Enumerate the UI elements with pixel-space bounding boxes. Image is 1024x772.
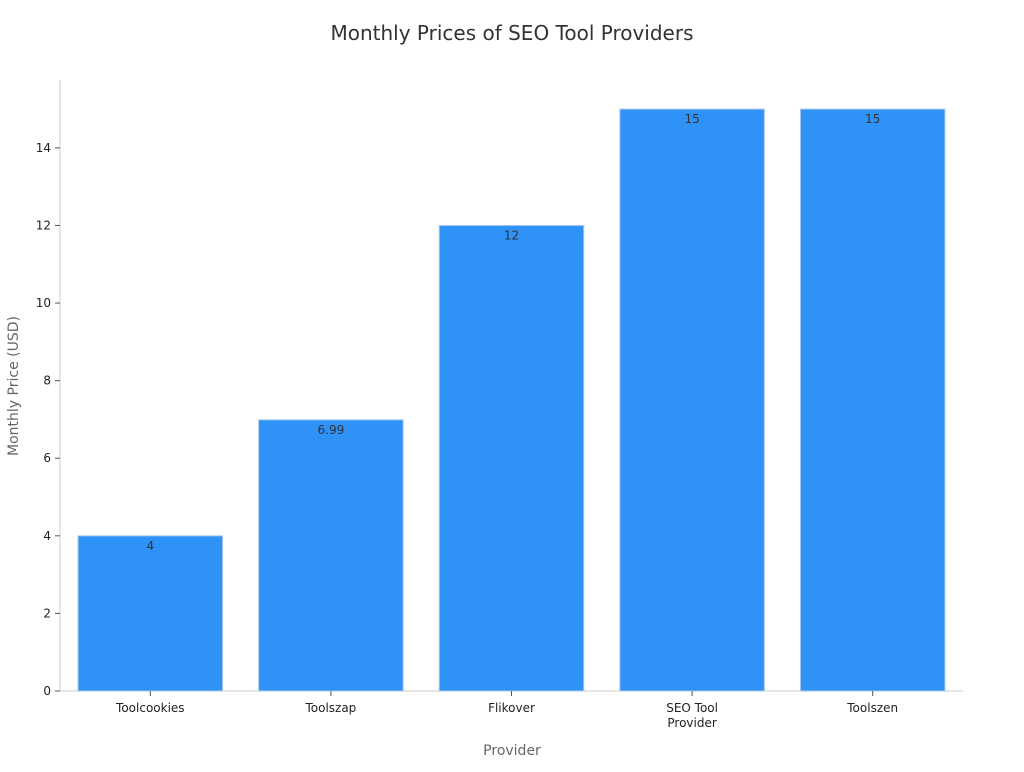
bar xyxy=(799,108,946,692)
y-tick-label: 6 xyxy=(43,451,51,465)
data-label: 15 xyxy=(684,112,699,126)
y-tick-label: 4 xyxy=(43,529,51,543)
bar xyxy=(77,535,224,692)
x-tick-label: Flikover xyxy=(488,701,535,715)
y-tick-label: 14 xyxy=(36,141,51,155)
x-tick-label: Provider xyxy=(667,716,716,730)
y-tick-label: 8 xyxy=(43,374,51,388)
plot-area: 0 2 4 6 8 10 12 14 4 Toolcookies 6.99 Toolszap 12 Fli… xyxy=(36,80,963,730)
data-label: 6.99 xyxy=(318,423,345,437)
y-tick-label: 2 xyxy=(43,606,51,620)
x-axis-label: Provider xyxy=(483,743,541,759)
bar xyxy=(438,224,585,692)
bar xyxy=(619,108,765,692)
y-tick-label: 10 xyxy=(36,296,51,310)
x-tick-label: Toolszap xyxy=(304,701,356,715)
y-tick-label: 12 xyxy=(36,218,51,232)
x-tick-label: Toolszen xyxy=(846,701,898,715)
bar xyxy=(258,419,404,692)
x-tick-label: Toolcookies xyxy=(115,701,185,715)
data-label: 4 xyxy=(146,539,154,553)
y-axis-label: Monthly Price (USD) xyxy=(6,316,22,456)
y-tick-label: 0 xyxy=(43,684,51,698)
data-label: 12 xyxy=(504,228,519,242)
x-tick-label: SEO Tool xyxy=(666,701,718,715)
data-label: 15 xyxy=(865,112,880,126)
chart-title: Monthly Prices of SEO Tool Providers xyxy=(330,21,693,45)
